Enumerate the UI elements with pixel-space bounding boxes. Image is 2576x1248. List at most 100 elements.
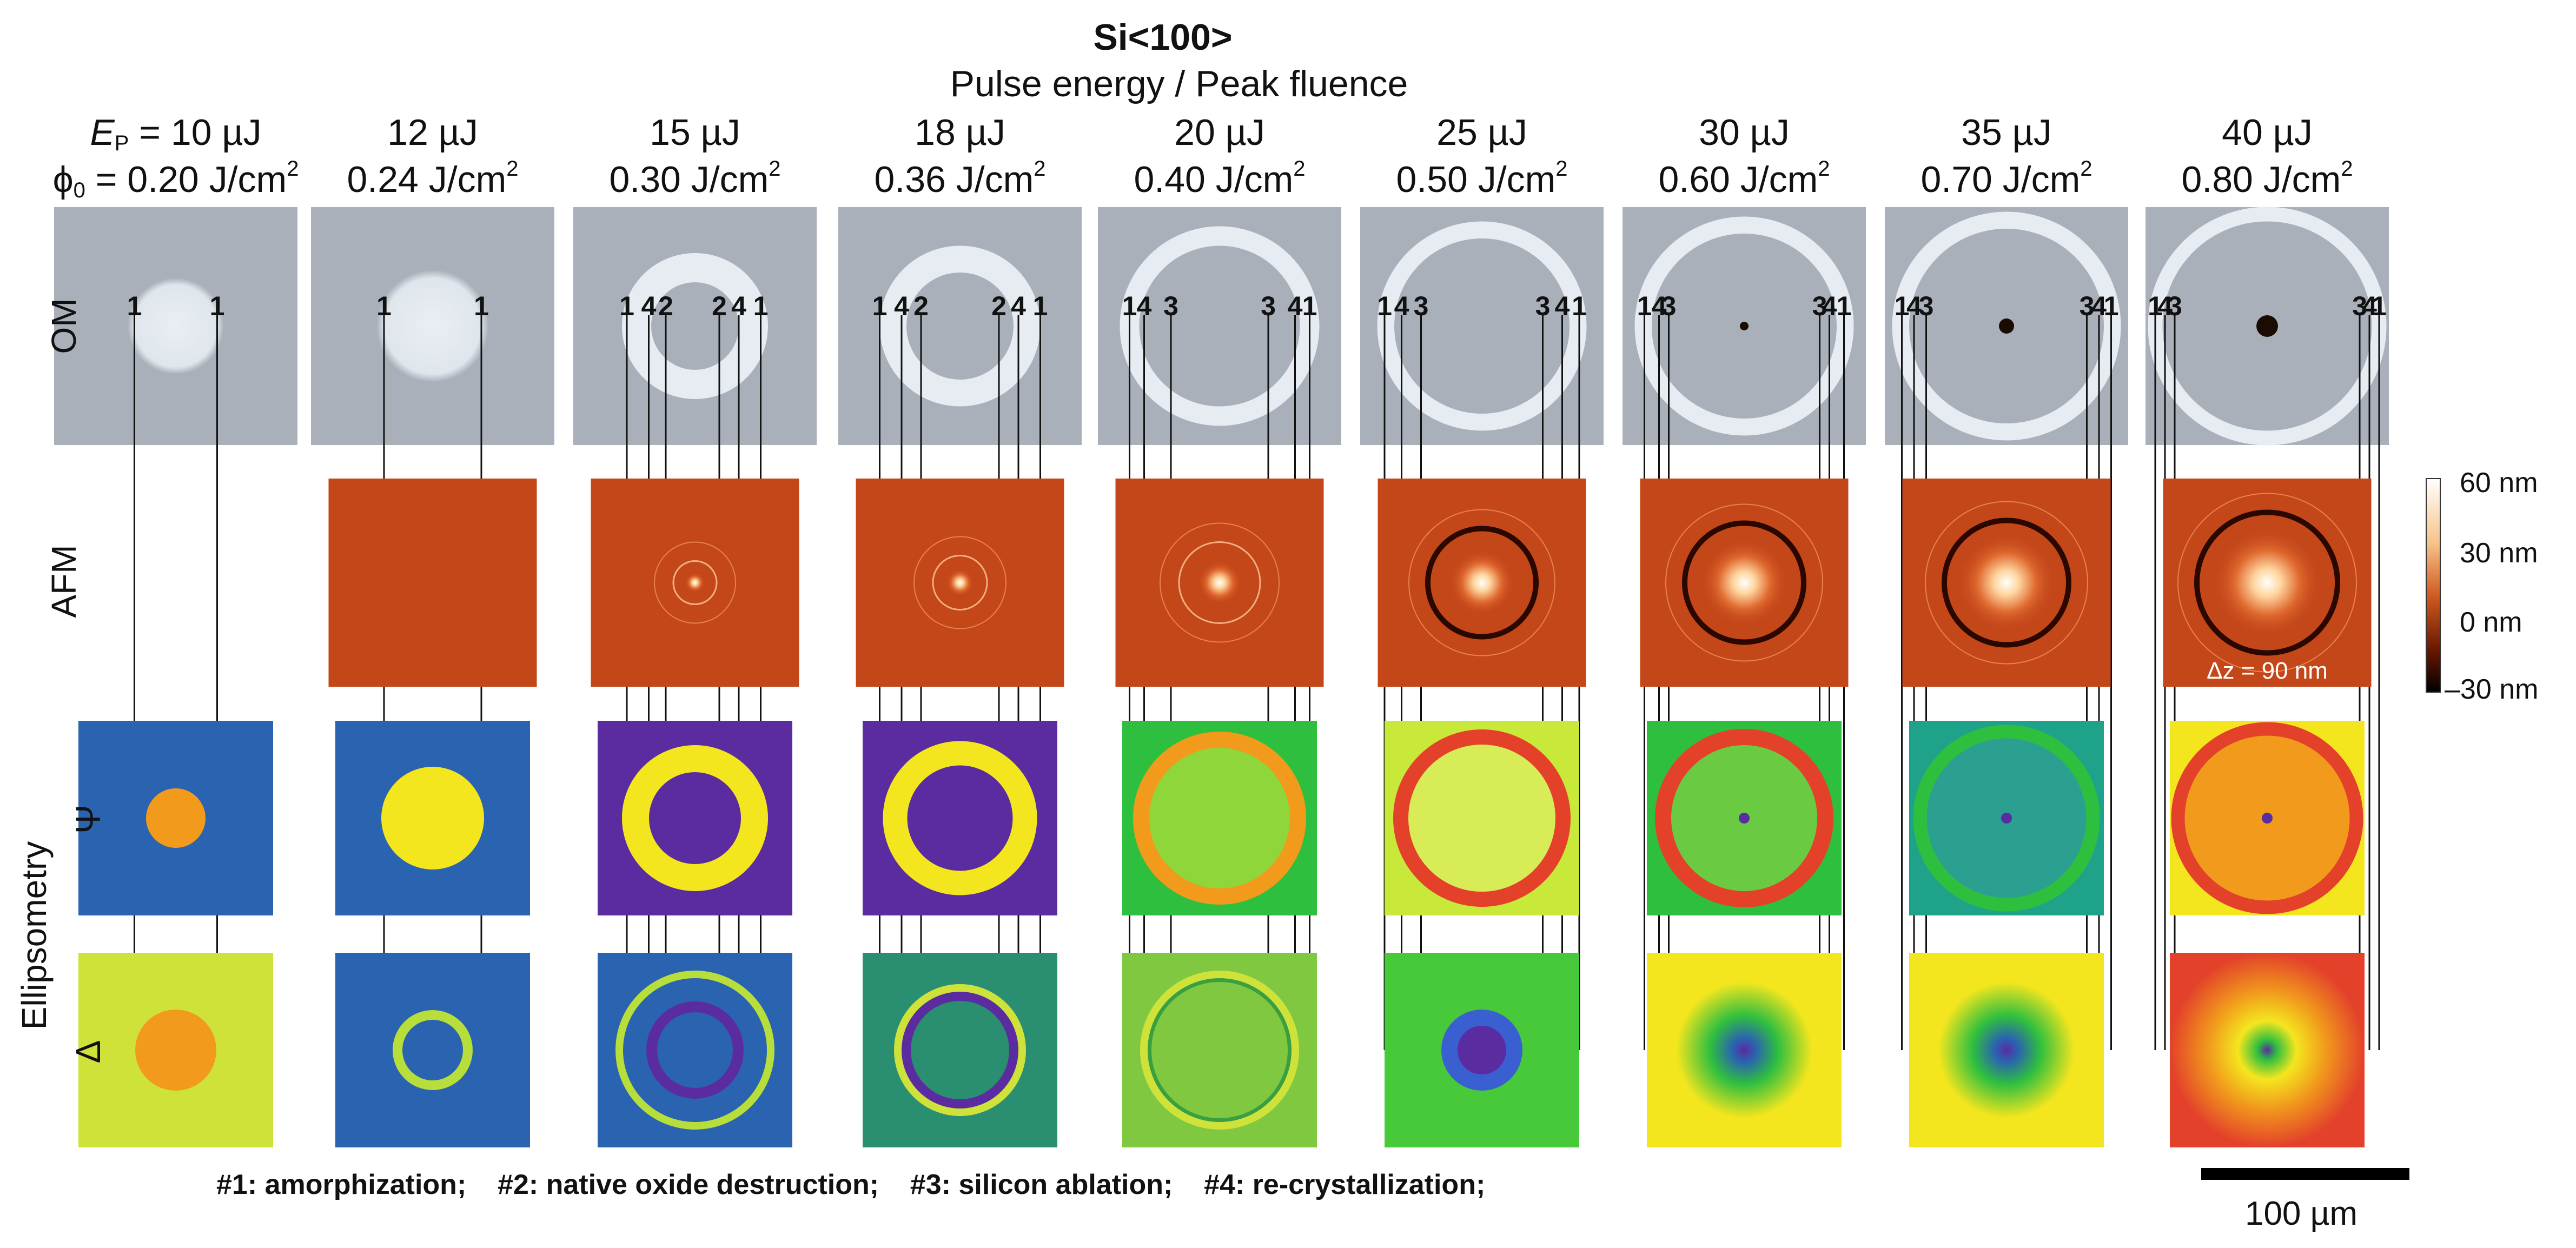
energy-label: 35 µJ — [1961, 112, 2052, 153]
om-region-label: 4 — [1011, 291, 1026, 321]
column-2: 12 µJ0.24 J/cm2 1 1 — [311, 112, 554, 1147]
om-region-label: 1 — [210, 291, 225, 321]
row-label-afm: AFM — [44, 545, 83, 618]
energy-label: 18 µJ — [915, 112, 1005, 153]
afm-panel — [2163, 479, 2372, 687]
fluence-label: 0.30 J/cm2 — [609, 157, 780, 200]
scale-bar-label: 100 µm — [2245, 1195, 2358, 1232]
delta-panel — [1909, 953, 2104, 1147]
om-region-label: 1 — [1837, 291, 1852, 321]
afm-panel — [1115, 479, 1324, 687]
row-label-psi: Ψ — [69, 805, 108, 833]
om-panel — [1623, 207, 1866, 445]
afm-panel — [328, 479, 537, 687]
om-region-label: 1 — [1122, 291, 1137, 321]
psi-panel — [2170, 721, 2365, 915]
delta-z-label: Δz = 90 nm — [2207, 658, 2328, 684]
afm-colorbar: 60 nm 30 nm 0 nm –30 nm — [2426, 467, 2538, 705]
om-region-label: 4 — [1288, 291, 1303, 321]
afm-panel — [1902, 479, 2111, 687]
om-panel — [54, 207, 297, 445]
colorbar-label-60: 60 nm — [2460, 467, 2538, 499]
om-region-label: 4 — [731, 291, 746, 321]
psi-panel — [335, 721, 530, 915]
om-region-label: 1 — [127, 291, 142, 321]
om-panel — [838, 207, 1082, 445]
row-label-delta: Δ — [69, 1040, 108, 1064]
om-region-label: 1 — [2104, 291, 2119, 321]
om-region-label: 1 — [1033, 291, 1048, 321]
om-region-label: 4 — [1137, 291, 1152, 321]
fluence-label: 0.36 J/cm2 — [874, 157, 1045, 200]
energy-label: 20 µJ — [1174, 112, 1265, 153]
psi-panel — [863, 721, 1057, 915]
colorbar-gradient — [2426, 478, 2441, 693]
om-region-label: 4 — [1652, 291, 1667, 321]
energy-label: 15 µJ — [650, 112, 740, 153]
om-region-label: 4 — [1906, 291, 1922, 321]
om-panel — [1360, 207, 1604, 445]
delta-panel — [598, 953, 792, 1147]
om-region-label: 3 — [1661, 291, 1677, 321]
afm-panel — [1640, 479, 1849, 687]
figure-subtitle: Pulse energy / Peak fluence — [950, 63, 1408, 104]
delta-panel — [1647, 953, 1842, 1147]
figure-title: Si<100> — [1093, 17, 1232, 58]
om-region-label: 1 — [753, 291, 769, 321]
fluence-label: 0.70 J/cm2 — [1921, 157, 2092, 200]
om-region-label: 3 — [2080, 291, 2095, 321]
delta-panel — [1385, 953, 1579, 1147]
om-region-label: 3 — [1812, 291, 1827, 321]
energy-label: 30 µJ — [1699, 112, 1790, 153]
fluence-label: 0.60 J/cm2 — [1658, 157, 1830, 200]
psi-panel — [1647, 721, 1842, 915]
om-panel — [573, 207, 817, 445]
om-region-label: 4 — [1822, 291, 1837, 321]
om-region-label: 1 — [1302, 291, 1317, 321]
afm-panel — [591, 479, 799, 687]
om-region-label: 1 — [619, 291, 634, 321]
om-region-label: 4 — [2157, 291, 2173, 321]
fluence-label: 0.80 J/cm2 — [2181, 157, 2353, 200]
delta-panel — [863, 953, 1057, 1147]
colorbar-label-30: 30 nm — [2460, 537, 2538, 569]
om-region-label: 1 — [1637, 291, 1652, 321]
om-region-label: 4 — [1394, 291, 1409, 321]
om-panel — [1885, 207, 2128, 445]
delta-panel — [78, 953, 273, 1147]
delta-panel — [1122, 953, 1317, 1147]
scale-bar — [2201, 1168, 2409, 1180]
energy-label: 25 µJ — [1436, 112, 1527, 153]
om-region-label: 1 — [1895, 291, 1910, 321]
om-panel — [1098, 207, 1341, 445]
om-region-label: 1 — [872, 291, 888, 321]
psi-panel — [78, 721, 273, 915]
fluence-label: 0.24 J/cm2 — [347, 157, 518, 200]
fluence-label: 0.40 J/cm2 — [1134, 157, 1305, 200]
om-region-label: 3 — [1163, 291, 1178, 321]
om-region-label: 4 — [2362, 291, 2377, 321]
energy-label: EP = 10 µJ — [90, 112, 261, 155]
energy-label: 12 µJ — [387, 112, 478, 153]
om-region-label: 4 — [2091, 291, 2107, 321]
om-region-label: 4 — [1555, 291, 1570, 321]
om-region-label: 2 — [658, 291, 673, 321]
psi-panel — [1909, 721, 2104, 915]
om-region-label: 4 — [894, 291, 909, 321]
om-region-label: 1 — [376, 291, 392, 321]
psi-panel — [1385, 721, 1579, 915]
energy-label: 40 µJ — [2222, 112, 2313, 153]
om-region-label: 3 — [1919, 291, 1934, 321]
fluence-label: ϕ0 = 0.20 J/cm2 — [53, 157, 299, 202]
om-region-label: 3 — [2352, 291, 2367, 321]
om-region-label: 1 — [1377, 291, 1392, 321]
afm-panel — [856, 479, 1064, 687]
